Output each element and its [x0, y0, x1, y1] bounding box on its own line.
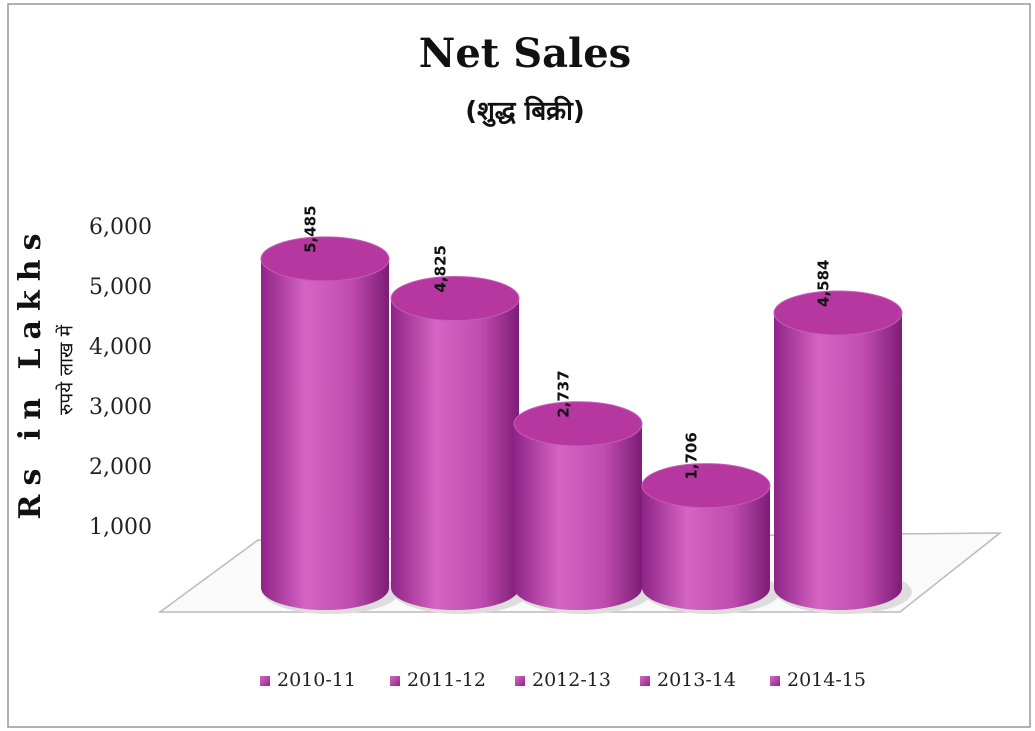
y-tick-label: 1,000	[89, 515, 152, 540]
legend-swatch	[260, 676, 270, 686]
y-tick-label: 5,000	[89, 275, 152, 300]
bar	[514, 423, 642, 588]
legend-label: 2013-14	[657, 669, 736, 691]
legend-swatch	[640, 676, 650, 686]
bar-top	[390, 276, 520, 321]
legend-swatch	[770, 676, 780, 686]
y-axis-label: Rs in Lakhs	[13, 225, 48, 520]
bar	[261, 258, 389, 588]
y-axis-label-secondary: रुपये लाख में	[55, 324, 78, 415]
value-label: 5,485	[302, 205, 320, 252]
legend-swatch	[390, 676, 400, 686]
y-tick-label: 4,000	[89, 335, 152, 360]
bar-top	[513, 401, 643, 447]
chart-title: Net Sales	[419, 30, 631, 77]
bar	[774, 312, 902, 588]
y-tick-label: 2,000	[89, 455, 152, 480]
bar-top	[641, 463, 771, 509]
legend-swatch	[515, 676, 525, 686]
bar-top	[260, 236, 390, 282]
legend-label: 2010-11	[277, 669, 356, 691]
legend-label: 2014-15	[787, 669, 866, 691]
legend-label: 2011-12	[407, 669, 486, 691]
value-label: 1,706	[683, 432, 701, 479]
frame	[7, 3, 1031, 728]
value-label: 2,737	[555, 370, 573, 417]
value-label: 4,584	[815, 260, 833, 307]
bar	[391, 298, 519, 588]
bar-top	[773, 290, 903, 336]
y-tick-label: 3,000	[89, 395, 152, 420]
chart-subtitle: (शुद्ध बिक्री)	[465, 96, 585, 128]
legend-label: 2012-13	[532, 669, 611, 691]
y-tick-label: 6,000	[89, 215, 152, 240]
value-label: 4,825	[432, 245, 450, 292]
